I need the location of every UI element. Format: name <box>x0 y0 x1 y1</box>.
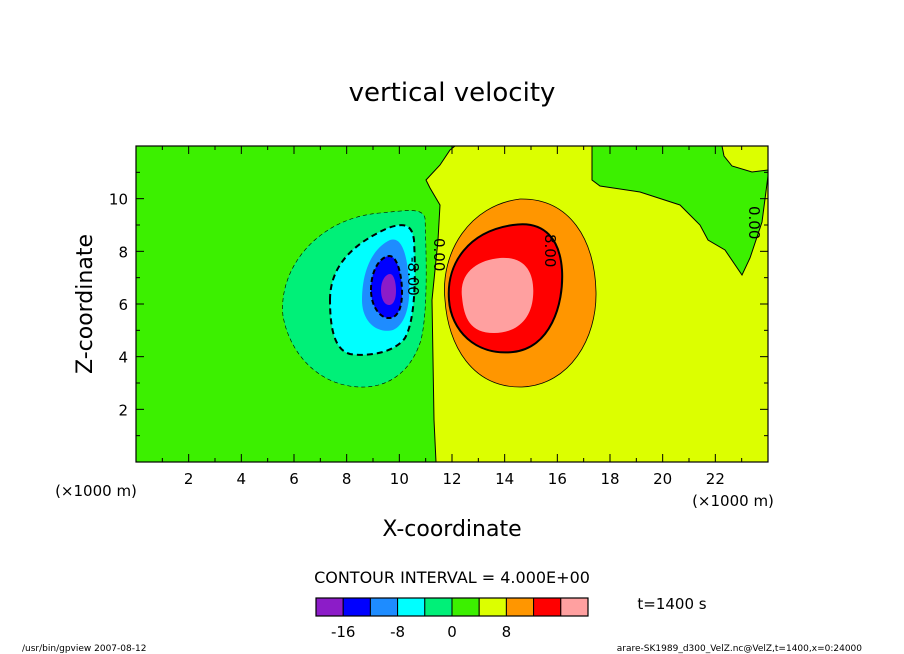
time-label: t=1400 s <box>637 595 706 613</box>
colorbar-frame <box>315 597 589 617</box>
contour-interval-label: CONTOUR INTERVAL = 4.000E+00 <box>314 568 590 587</box>
chart-title: vertical velocity <box>349 78 556 108</box>
colorbar-swatch <box>451 597 480 617</box>
x-axis-ticks: 2 4 6 8 10 12 14 16 18 20 22 <box>161 146 743 488</box>
y-tick-label: 8 <box>118 243 128 261</box>
colorbar-label: -8 <box>390 623 405 641</box>
colorbar-swatch <box>315 597 344 617</box>
y-tick-label: 10 <box>109 191 128 209</box>
plot-area: 0.00 0.00 -8.00 8.00 <box>135 145 769 463</box>
colorbar-swatch <box>505 597 535 617</box>
colorbar-swatch <box>478 597 507 617</box>
colorbar-swatch <box>533 597 562 617</box>
y-tick-label: 6 <box>118 296 128 314</box>
x-tick-label: 2 <box>184 470 194 488</box>
positive-region-top-right <box>722 146 768 172</box>
x-tick-label: 10 <box>390 470 409 488</box>
contour-label-plus8: 8.00 <box>541 234 559 267</box>
y-unit-label: (×1000 m) <box>55 482 137 500</box>
y-axis-ticks: 2 4 6 8 10 <box>109 171 768 437</box>
x-tick-label: 8 <box>342 470 352 488</box>
zero-contour-line <box>425 145 456 463</box>
x-tick-label: 18 <box>600 470 619 488</box>
colorbar-label: -16 <box>331 623 356 641</box>
colorbar-labels: -16 -8 0 8 <box>331 623 511 641</box>
footer-right: arare-SK1989_d300_VelZ.nc@VelZ,t=1400,x=… <box>617 644 862 654</box>
zero-contour-line-right <box>591 146 769 277</box>
x-tick-label: 6 <box>289 470 299 488</box>
x-unit-label: (×1000 m) <box>692 492 774 510</box>
y-axis-label: Z-coordinate <box>73 234 98 374</box>
colorbar-swatch <box>560 597 589 617</box>
x-tick-label: 20 <box>653 470 672 488</box>
colorbar-label: 8 <box>502 623 512 641</box>
footer-left: /usr/bin/gpview 2007-08-12 <box>22 644 146 654</box>
x-tick-label: 16 <box>548 470 567 488</box>
updraft-level-16 <box>461 257 534 333</box>
downdraft-level-minus20 <box>381 274 396 305</box>
zero-contour-line-top-right <box>721 145 769 173</box>
colorbar-label: 0 <box>447 623 457 641</box>
colorbar-swatch <box>424 597 453 617</box>
x-tick-label: 4 <box>237 470 247 488</box>
colorbar-swatch <box>342 597 371 617</box>
x-tick-label: 12 <box>442 470 461 488</box>
x-tick-label: 14 <box>495 470 514 488</box>
x-tick-label: 22 <box>706 470 725 488</box>
colorbar-swatch <box>369 597 399 617</box>
contour-label-zero-right: 0.00 <box>745 206 763 239</box>
contour-label-minus8: -8.00 <box>404 257 422 296</box>
y-tick-label: 2 <box>118 401 128 419</box>
colorbar-swatch <box>397 597 426 617</box>
x-axis-label: X-coordinate <box>382 517 521 542</box>
contour-label-zero: 0.00 <box>430 238 448 271</box>
colorbar <box>315 597 589 617</box>
y-tick-label: 4 <box>118 349 128 367</box>
